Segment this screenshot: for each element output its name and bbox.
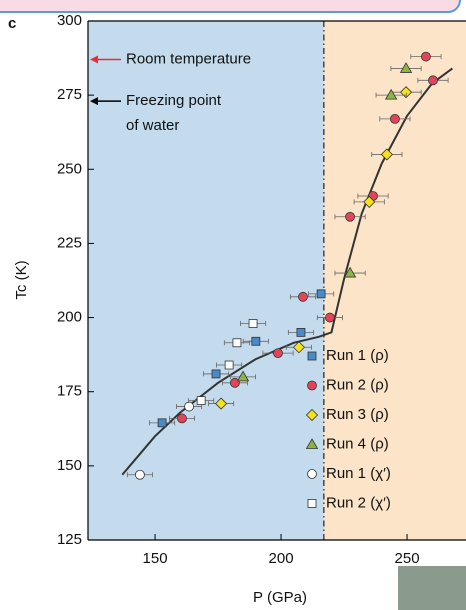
plot: 125 150 175 200 225 250 275 300 150 200 250 Room te…: [57, 12, 466, 567]
marker-square: [224, 360, 234, 370]
marker-circle: [273, 348, 283, 359]
legend-label: Run 4 (ρ): [326, 435, 389, 452]
y-tick-label: 175: [57, 383, 82, 400]
marker-square: [307, 351, 317, 361]
x-tick-label: 150: [143, 550, 168, 567]
marker-square: [307, 499, 317, 508]
image-fragment: [398, 566, 466, 610]
marker-triangle: [343, 266, 357, 278]
marker-diamond: [380, 148, 393, 161]
marker-diamond: [214, 397, 228, 410]
marker-circle: [428, 75, 438, 86]
legend-label: Run 1 (χ′): [326, 465, 391, 482]
marker-circle: [298, 291, 308, 302]
marker-square: [296, 327, 306, 337]
annotation-text: Freezing point: [126, 92, 222, 109]
marker-diamond: [292, 341, 305, 354]
marker-square: [316, 289, 326, 299]
y-tick-label: 125: [57, 531, 82, 548]
y-tick-label: 275: [57, 86, 82, 103]
y-axis-label: Tc (K): [13, 260, 30, 299]
marker-triangle: [384, 88, 398, 100]
marker-circle: [307, 469, 317, 479]
legend-label: Run 1 (ρ): [326, 347, 389, 364]
top-box: [0, 0, 461, 13]
marker-triangle: [305, 438, 319, 449]
marker-square: [248, 319, 258, 328]
marker-triangle: [236, 370, 250, 382]
x-tick-label: 250: [395, 550, 420, 567]
region-left: [88, 21, 324, 540]
marker-circle: [177, 413, 187, 424]
marker-circle: [184, 401, 194, 412]
marker-square: [196, 396, 206, 406]
y-tick-label: 250: [57, 160, 82, 177]
annotation-text: of water: [126, 117, 179, 134]
arrow-head: [90, 55, 98, 64]
marker-square: [251, 336, 261, 346]
annotation-text: Room temperature: [126, 51, 251, 68]
marker-circle: [307, 380, 317, 391]
marker-diamond: [363, 195, 376, 208]
marker-square: [157, 418, 167, 428]
marker-circle: [421, 51, 431, 62]
marker-diamond: [305, 408, 319, 422]
marker-square: [232, 338, 242, 348]
marker-triangle: [399, 62, 413, 73]
legend-label: Run 2 (ρ): [326, 376, 389, 393]
marker-circle: [135, 469, 145, 480]
marker-square: [211, 369, 221, 379]
arrow-head: [90, 97, 98, 106]
legend-label: Run 3 (ρ): [326, 406, 389, 423]
marker-circle: [230, 377, 240, 388]
y-tick-label: 225: [57, 234, 82, 251]
y-tick-label: 150: [57, 457, 82, 474]
legend-label: Run 2 (χ′): [326, 494, 391, 511]
y-tick-label: 300: [57, 12, 82, 29]
x-tick-label: 200: [269, 550, 294, 567]
marker-circle: [345, 211, 355, 222]
region-right: [323, 21, 466, 540]
marker-circle: [325, 312, 335, 323]
x-axis-label: P (GPa): [253, 589, 307, 606]
y-tick-label: 200: [57, 309, 82, 326]
marker-circle: [390, 113, 400, 124]
panel-label: c: [8, 15, 16, 32]
